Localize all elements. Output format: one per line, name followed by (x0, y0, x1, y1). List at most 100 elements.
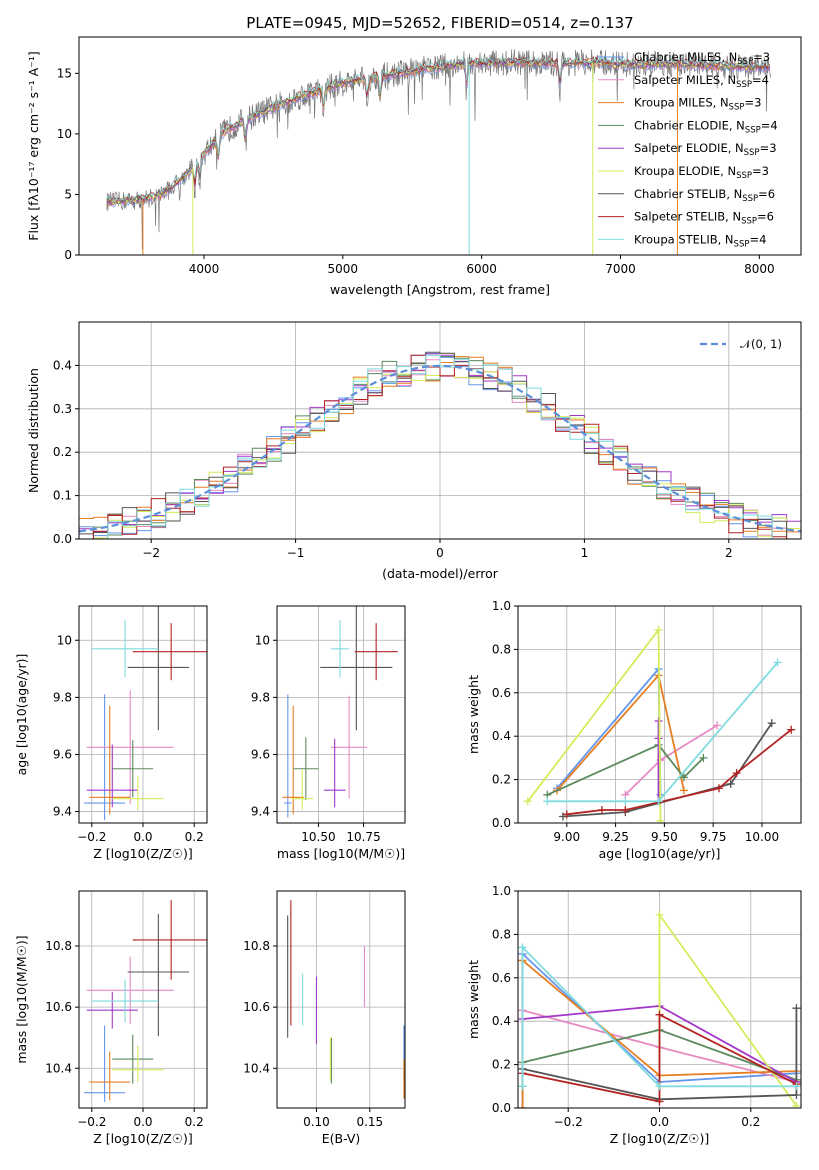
x-tick-label: −0.2 (77, 1115, 106, 1129)
y-tick-label: 0.1 (53, 489, 72, 503)
x-tick-label: 10.75 (346, 830, 380, 844)
histogram-step-line (79, 355, 801, 539)
histogram-step-line (79, 351, 801, 539)
x-tick-label: 9.50 (651, 830, 678, 844)
legend: Chabrier MILES, NSSP=3 Salpeter MILES, NS… (598, 50, 778, 249)
weight-marker (523, 797, 532, 806)
weight-marker (679, 786, 688, 795)
x-tick-label: 10.50 (301, 830, 335, 844)
weight-marker (787, 725, 796, 734)
weight-line (547, 661, 779, 803)
weight-line (546, 743, 705, 796)
y-axis-label: Normed distribution (26, 368, 41, 493)
x-tick-label: −1 (287, 546, 305, 560)
y-tick-label: 9.8 (53, 690, 72, 704)
y-tick-label: 1.0 (492, 599, 511, 613)
weight-marker (699, 753, 708, 762)
figure-title: PLATE=0945, MJD=52652, FIBERID=0514, z=0… (246, 14, 633, 32)
x-axis-label: Z [log10(Z/Z☉)] (93, 846, 193, 861)
age-vs-metallicity-panel: −0.2 0.0 0.2 9.4 9.6 9.8 10 Z [log10(Z/Z☉)] age … (14, 605, 208, 861)
weight-marker (597, 805, 606, 814)
weight-marker (715, 784, 724, 793)
legend-label: 𝒩(0, 1) (740, 337, 782, 351)
axes-frame (517, 605, 802, 824)
weight-line (522, 1008, 798, 1101)
y-tick-label: 10 (255, 633, 270, 647)
y-tick-label: 10.4 (45, 1061, 72, 1075)
mass-vs-extinction-panel: 0.10 0.15 10.4 10.6 10.8 E(B-V) (243, 890, 406, 1146)
weight-marker (726, 779, 735, 788)
weight-line (522, 1013, 797, 1103)
y-tick-label: 10 (57, 127, 72, 141)
x-tick-label: −0.2 (554, 1115, 583, 1129)
x-axis-label: Z [log10(Z/Z☉)] (93, 1131, 193, 1146)
x-tick-label: 0.2 (185, 830, 204, 844)
weight-marker (654, 734, 663, 743)
x-tick-label: 7000 (605, 262, 636, 276)
y-axis-label: Flux [fλ10⁻¹⁷ erg cm⁻² s⁻¹ A⁻¹] (26, 51, 41, 240)
plot-area (282, 606, 398, 818)
weight-marker (792, 1090, 801, 1099)
y-tick-label: 1.0 (492, 884, 511, 898)
weight-marker (655, 1082, 664, 1091)
x-tick-label: 0.2 (185, 1115, 204, 1129)
plot-area (84, 900, 207, 1102)
legend-label: Chabrier STELIB, NSSP=6 (634, 187, 775, 204)
weight-marker (732, 769, 741, 778)
x-tick-label: −0.2 (77, 830, 106, 844)
y-tick-label: 10.4 (243, 1061, 270, 1075)
x-tick-label: 8000 (744, 262, 775, 276)
y-tick-label: 0.3 (53, 402, 72, 416)
y-tick-label: 0.2 (53, 445, 72, 459)
y-tick-label: 0.6 (492, 686, 511, 700)
y-tick-label: 0.0 (53, 532, 72, 546)
weight-marker (621, 805, 630, 814)
y-axis-label: mass weight (466, 960, 481, 1039)
legend-label: Chabrier ELODIE, NSSP=4 (634, 118, 778, 135)
weight-marker (679, 773, 688, 782)
weight-line (566, 728, 792, 816)
weight-line (521, 945, 797, 1088)
y-tick-label: 10.6 (243, 1000, 270, 1014)
x-axis-label: E(B-V) (322, 1131, 361, 1146)
y-tick-label: 9.4 (53, 805, 72, 819)
weight-marker (654, 625, 663, 634)
legend-label: Salpeter MILES, NSSP=4 (634, 73, 769, 90)
y-tick-label: 9.8 (251, 690, 270, 704)
y-tick-label: 0.8 (492, 642, 511, 656)
x-tick-label: 0.0 (133, 830, 152, 844)
x-tick-label: −2 (142, 546, 160, 560)
weight-marker (713, 721, 722, 730)
age-vs-mass-panel: 10.50 10.75 9.4 9.6 9.8 10 mass [log10(M/M☉)] (251, 605, 406, 861)
y-tick-label: 0.4 (53, 358, 72, 372)
axes-frame (78, 36, 802, 256)
y-tick-label: 0.0 (492, 1101, 511, 1115)
legend-label: Salpeter ELODIE, NSSP=3 (634, 141, 777, 158)
x-tick-label: 0.2 (741, 1115, 760, 1129)
x-tick-label: 6000 (466, 262, 497, 276)
x-tick-label: 9.75 (700, 830, 727, 844)
y-tick-label: 0.2 (492, 773, 511, 787)
weight-marker (654, 797, 663, 806)
x-tick-label: 0.0 (650, 1115, 669, 1129)
x-tick-label: 5000 (328, 262, 359, 276)
legend-label: Kroupa ELODIE, NSSP=3 (634, 164, 769, 181)
y-tick-label: 9.6 (251, 747, 270, 761)
y-tick-label: 0.2 (492, 1058, 511, 1072)
y-tick-label: 15 (57, 66, 72, 80)
y-axis-label: mass weight (466, 675, 481, 754)
y-axis-label: age [log10(age/yr)] (14, 654, 29, 776)
plot-area (79, 351, 801, 539)
y-tick-label: 0.8 (492, 927, 511, 941)
y-tick-label: 0.4 (492, 729, 511, 743)
x-axis-label: (data-model)/error (382, 566, 499, 581)
plot-area (287, 900, 405, 1099)
y-tick-label: 0 (64, 248, 72, 262)
weight-marker (767, 719, 776, 728)
legend-label: Kroupa MILES, NSSP=3 (634, 96, 761, 113)
histogram-step-line (79, 354, 801, 539)
y-tick-label: 10.8 (45, 939, 72, 953)
weight-marker (773, 658, 782, 667)
x-tick-label: 4000 (189, 262, 220, 276)
y-tick-label: 5 (64, 187, 72, 201)
